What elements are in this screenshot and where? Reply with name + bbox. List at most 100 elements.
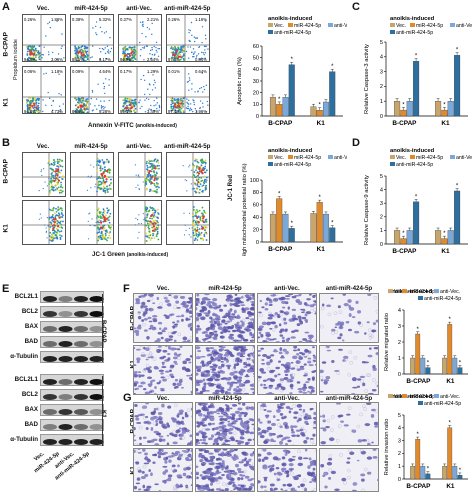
protein-band xyxy=(43,326,57,332)
legend-swatch xyxy=(418,401,423,405)
y-tick-label: 10 xyxy=(253,102,259,108)
scatter-density: 0.26% 1.16% 97.7% 0.84% xyxy=(167,15,209,62)
quadrant-value: 0.84% xyxy=(195,57,207,62)
column-header: anti-miR-424-5p xyxy=(325,285,373,292)
micrograph xyxy=(195,345,255,395)
legend-item: Vec. xyxy=(274,23,284,29)
protein-band xyxy=(43,356,57,362)
micrograph xyxy=(195,448,255,492)
blot-strip xyxy=(40,351,104,363)
x-category-label: B-CPAP xyxy=(392,120,417,127)
micrograph xyxy=(257,293,317,343)
panel-label-f: F xyxy=(123,283,130,295)
x-category-label: K1 xyxy=(317,246,326,253)
scatter-density: 0.09% 4.64% 86.0% 9.28% xyxy=(71,67,113,113)
x-category-label: K1 xyxy=(441,248,450,255)
bar xyxy=(310,213,317,243)
group-label-k1: K1 xyxy=(100,410,106,418)
bar xyxy=(457,475,463,480)
bar xyxy=(406,230,413,245)
row-label-k1-b: K1 xyxy=(2,224,10,233)
quadrant-value: 4.64% xyxy=(99,69,111,74)
legend-item: Vec. xyxy=(274,155,284,161)
protein-band xyxy=(89,409,104,415)
y-axis-label: Relative invasion ratio xyxy=(384,419,390,476)
legend-swatch xyxy=(410,155,415,159)
y-tick-label: 20 xyxy=(253,90,259,96)
flow-plot xyxy=(118,152,162,197)
bar xyxy=(442,466,448,480)
blot-strip xyxy=(40,404,104,416)
x-category-label: B-CPAP xyxy=(406,378,431,385)
flow-xlabel-a: Annexin V-FITC (anoikis-induced) xyxy=(88,122,177,129)
protein-band xyxy=(58,311,73,317)
protein-band xyxy=(89,326,104,332)
legend-swatch xyxy=(410,23,415,27)
scatter-density: 0.17% 1.29% 95.1% 3.49% xyxy=(119,67,161,114)
quadrant-value: 3.49% xyxy=(147,109,159,114)
column-header: anti-miR-424-5p xyxy=(325,395,373,402)
y-tick-label: 5 xyxy=(398,413,401,419)
bar xyxy=(310,106,317,117)
protein-band xyxy=(43,296,57,302)
bar xyxy=(322,213,329,243)
flow-plot: 0.26% 1.86% 94.8% 3.06% xyxy=(22,14,66,62)
micrograph xyxy=(319,345,379,395)
x-category-label: B-CPAP xyxy=(268,246,293,253)
protein-band xyxy=(58,379,73,385)
bar xyxy=(400,238,407,245)
bar xyxy=(454,190,461,245)
bar xyxy=(447,427,453,480)
column-header: anti-Vec. xyxy=(274,395,300,402)
band-label: BAD xyxy=(24,421,38,428)
legend-item: anti-Vec. xyxy=(334,155,347,161)
flow-plot xyxy=(70,152,114,197)
y-tick-label: 1 xyxy=(380,228,383,234)
bar xyxy=(269,213,276,243)
y-tick-label: 30 xyxy=(253,79,259,85)
flow-plot xyxy=(166,200,210,245)
blot-strip xyxy=(40,419,104,431)
band-label: BAX xyxy=(24,323,38,330)
protein-band xyxy=(43,409,57,415)
significance-mark: * xyxy=(459,468,462,474)
scatter-density: 0.38% 5.32% 88.1% 6.17% xyxy=(71,15,113,61)
bar xyxy=(276,198,283,243)
y-tick-label: 0 xyxy=(398,477,401,483)
quadrant-value: 97.4% xyxy=(168,109,180,114)
legend-item: anti-Vec. xyxy=(456,23,472,29)
blot-strip xyxy=(40,306,104,318)
y-tick-label: 2 xyxy=(380,84,383,90)
bar xyxy=(413,201,420,245)
blot-strip xyxy=(40,321,104,333)
legend-item: anti-Vec. xyxy=(440,394,460,400)
y-tick-label: 60 xyxy=(253,203,259,209)
significance-mark: * xyxy=(427,360,430,366)
group-bracket xyxy=(102,294,103,362)
column-header: Vec. xyxy=(36,5,50,12)
legend-swatch xyxy=(388,289,393,294)
chart-migration: 0 1 2 3 4 Relative migrated ratio * * B-CPAP * * K1… xyxy=(384,289,468,385)
flow-plot: 0.38% 5.32% 88.1% 6.17% xyxy=(70,14,114,62)
scatter-density: 0.01% 0.64% 97.4% 1.96% xyxy=(167,67,209,114)
y-tick-label: 50 xyxy=(253,55,259,61)
blot-strip xyxy=(40,291,104,303)
chart-caspase-3: 0 1 2 3 4 5 Relative Caspase-3 activity * * B-CPA… xyxy=(364,16,472,127)
micrograph xyxy=(319,402,379,446)
y-tick-label: 0 xyxy=(380,114,383,120)
protein-band xyxy=(74,326,88,332)
bar xyxy=(282,213,289,243)
bar xyxy=(413,61,420,117)
x-category-label: K1 xyxy=(446,483,455,490)
bar xyxy=(447,101,454,117)
legend-item: anti-miR-424-5p xyxy=(396,30,433,36)
bar xyxy=(454,55,461,117)
micrograph xyxy=(133,402,193,446)
legend-item: miR-424-5p xyxy=(416,155,443,161)
bar xyxy=(394,101,401,117)
column-header: miR-424-5p xyxy=(74,5,108,12)
y-tick-label: 40 xyxy=(253,67,259,73)
y-tick-label: 1 xyxy=(380,99,383,105)
bar xyxy=(282,97,289,117)
